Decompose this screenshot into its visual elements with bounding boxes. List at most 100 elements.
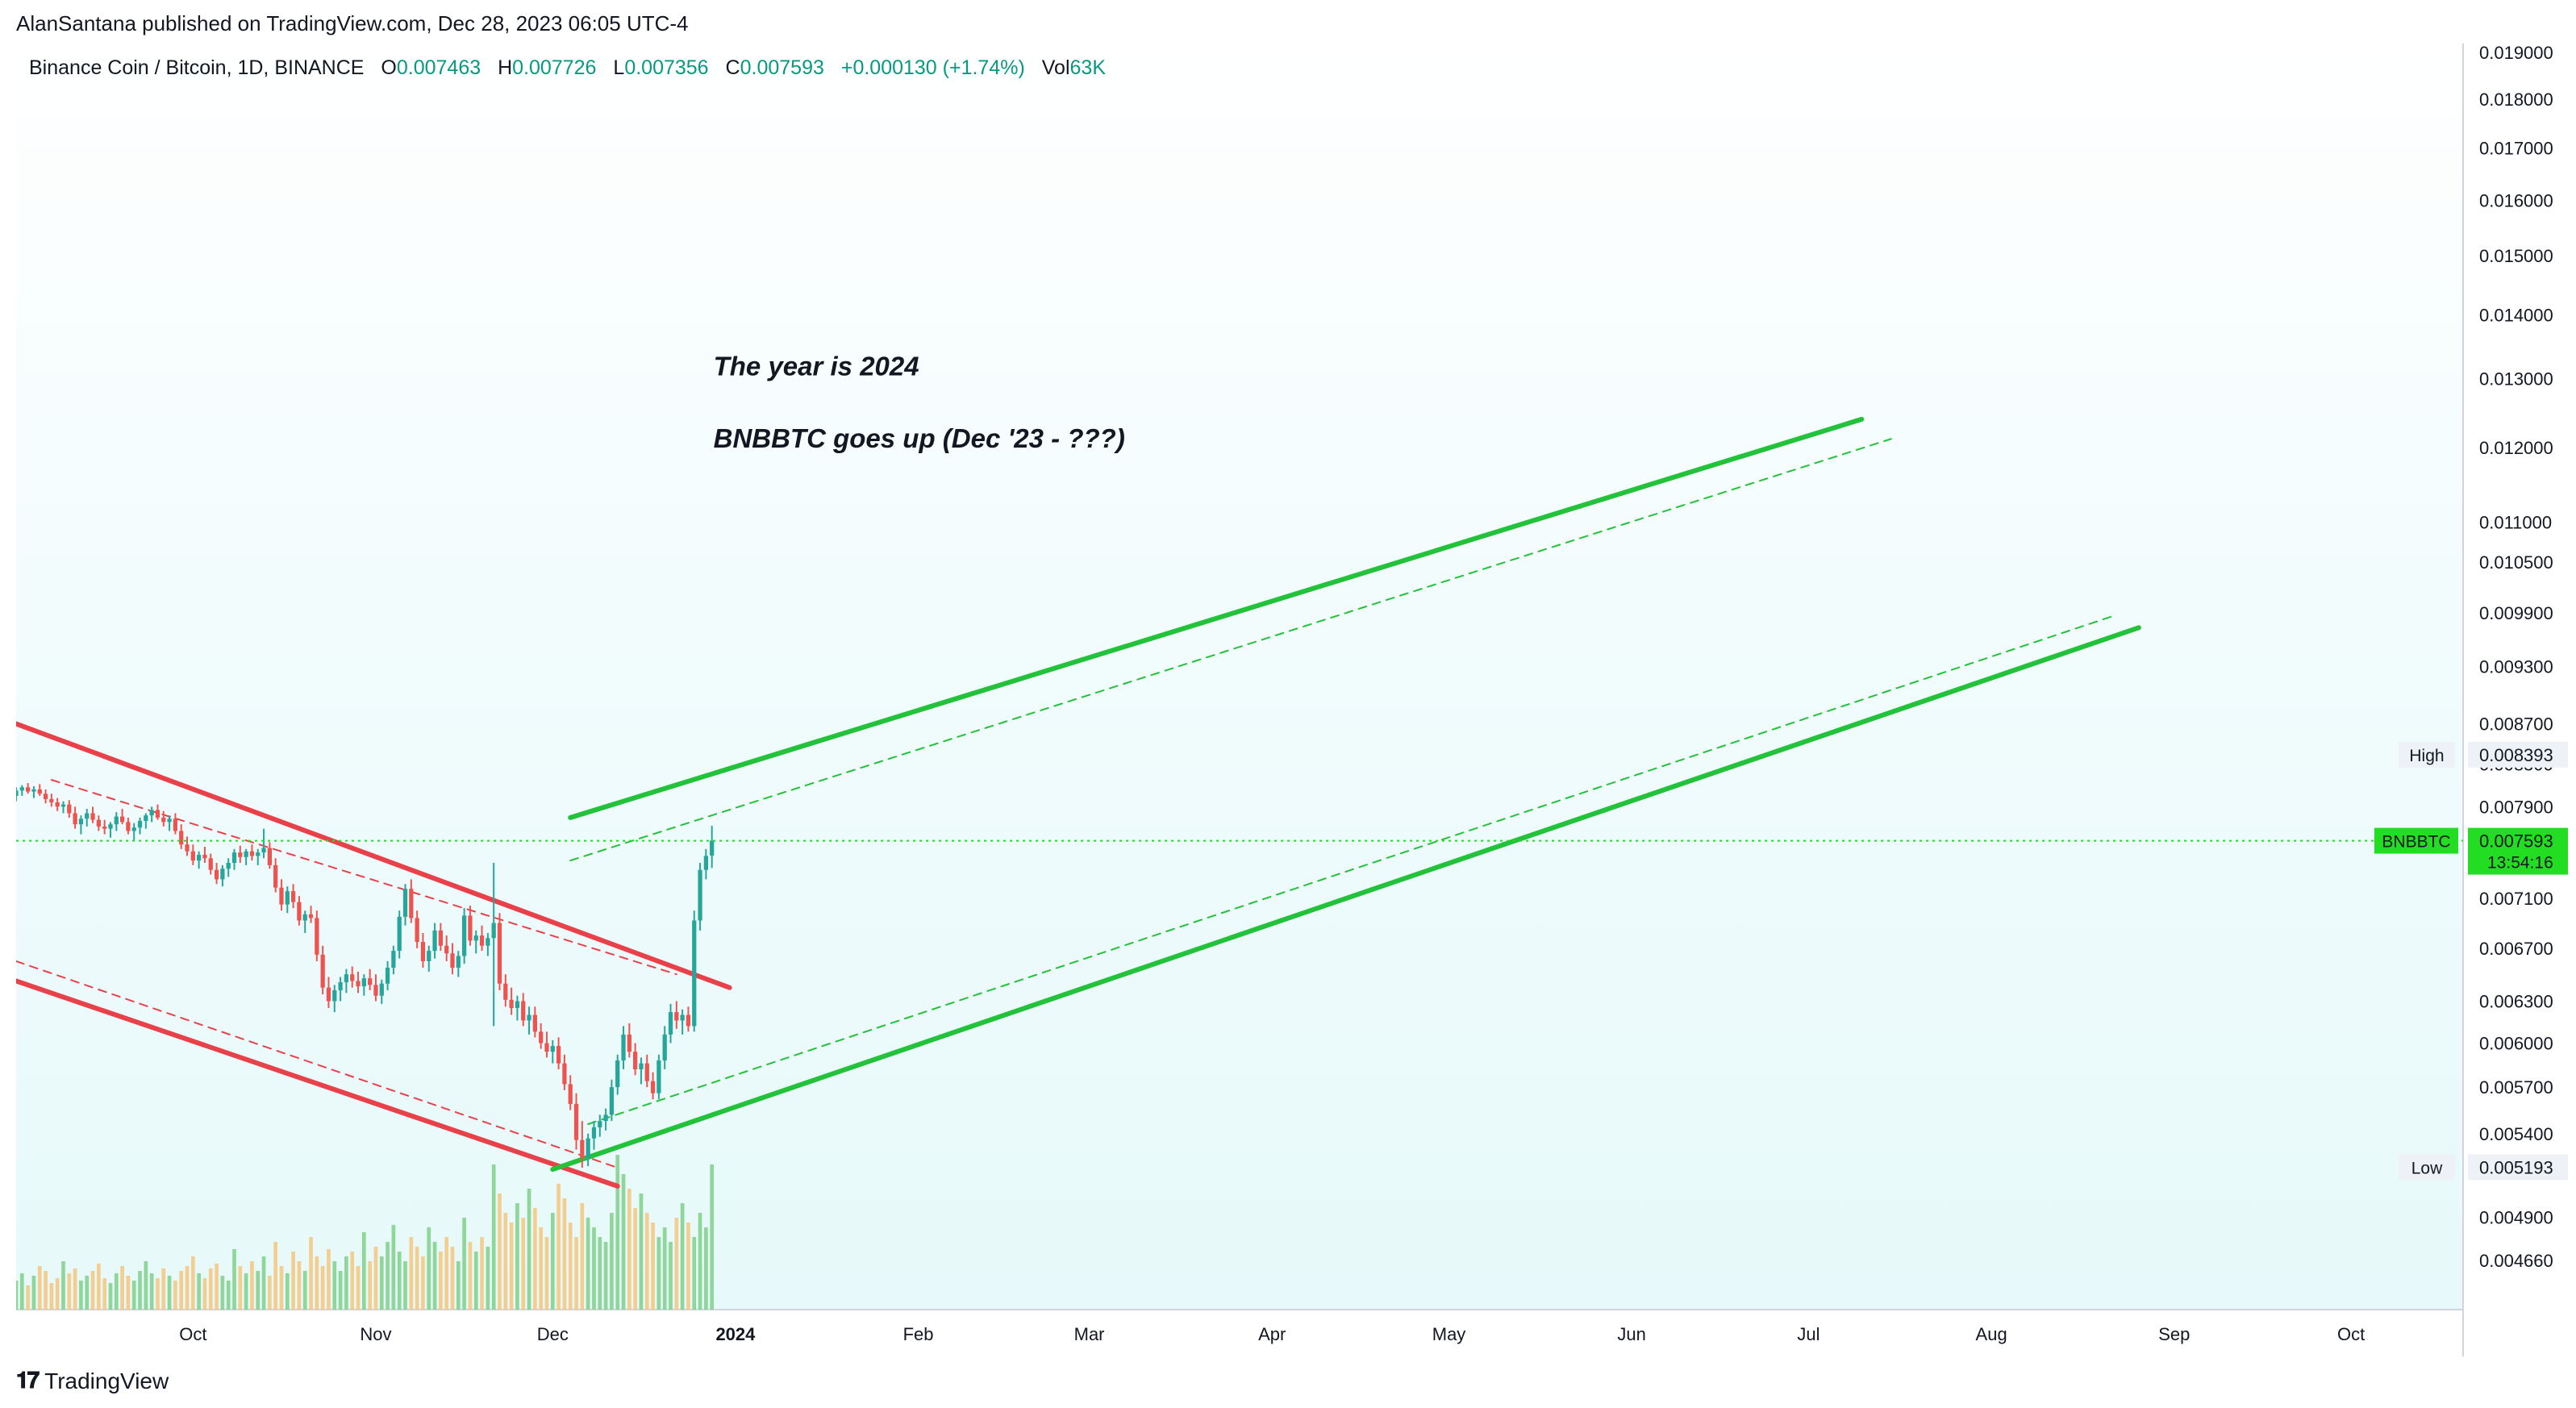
volume-bar	[386, 1242, 390, 1310]
volume-bar	[580, 1203, 585, 1310]
high-badge-value-bg	[2468, 741, 2568, 768]
volume-bar	[379, 1256, 384, 1310]
volume-bar	[302, 1271, 307, 1310]
candle-body	[190, 851, 195, 861]
candle-body	[49, 798, 54, 802]
candle-body	[573, 1103, 579, 1140]
legend-vol: 63K	[1069, 56, 1107, 79]
y-tick-label: 0.012000	[2479, 438, 2553, 458]
candle-body	[43, 794, 48, 799]
volume-bar	[403, 1261, 407, 1310]
candle-body	[680, 1014, 685, 1021]
footer: 𝟏𝟕 TradingView	[16, 1368, 169, 1394]
candle-body	[479, 935, 485, 946]
volume-bar	[710, 1164, 715, 1310]
candle-body	[432, 930, 437, 952]
volume-bar	[215, 1264, 219, 1310]
candle-body	[615, 1060, 620, 1088]
candle-body	[226, 863, 231, 869]
candle-body	[202, 854, 207, 859]
volume-bar	[544, 1237, 549, 1310]
volume-bar	[692, 1237, 697, 1310]
volume-bar	[397, 1252, 402, 1310]
volume-bar	[338, 1271, 343, 1310]
volume-bar	[37, 1266, 42, 1310]
low-badge-label: Low	[2411, 1159, 2443, 1177]
volume-bar	[279, 1266, 284, 1310]
volume-bar	[291, 1252, 295, 1310]
volume-bar	[244, 1273, 248, 1310]
candle-body	[497, 923, 502, 984]
legend-high-label: H	[498, 56, 513, 79]
volume-bar	[156, 1278, 160, 1310]
annotation-line-2: BNBBTC goes up (Dec '23 - ???)	[714, 423, 1125, 453]
y-tick-label: 0.010500	[2479, 552, 2553, 573]
candle-body	[409, 889, 414, 919]
volume-bar	[651, 1223, 655, 1310]
y-tick-label: 0.014000	[2479, 306, 2553, 326]
candle-body	[238, 852, 243, 857]
candle-body	[155, 810, 160, 818]
volume-bar	[49, 1283, 54, 1310]
candle-body	[644, 1063, 649, 1081]
symbol-badge-label: BNBBTC	[2382, 833, 2450, 852]
volume-bar	[16, 1281, 19, 1310]
volume-bar	[698, 1213, 702, 1310]
y-tick-label: 0.006700	[2479, 939, 2553, 959]
volume-bar	[55, 1278, 60, 1310]
volume-bar	[468, 1242, 473, 1310]
volume-bar	[486, 1247, 490, 1310]
volume-bar	[44, 1271, 48, 1310]
volume-bar	[138, 1271, 142, 1310]
green-channel-lower-line	[550, 625, 2141, 1173]
volume-bar	[409, 1237, 414, 1310]
y-tick-label: 0.017000	[2479, 139, 2553, 159]
volume-bar	[592, 1227, 596, 1310]
low-badge-label-bg	[2399, 1154, 2455, 1181]
candle-body	[461, 915, 467, 956]
candle-body	[31, 789, 36, 792]
candle-body	[208, 858, 213, 870]
candle-body	[657, 1060, 661, 1093]
volume-bar	[31, 1276, 36, 1310]
volume-bar	[102, 1278, 107, 1310]
candle-body	[78, 819, 84, 825]
volume-bar	[232, 1249, 236, 1310]
candle-body	[515, 1001, 520, 1008]
volume-bar	[498, 1193, 502, 1310]
chart-frame[interactable]: 0.019000 0.018000 0.017000 0.016000 0.015000…	[16, 44, 2576, 1356]
volume-bar	[421, 1256, 425, 1310]
candle-body	[73, 813, 77, 825]
candle-body	[231, 852, 237, 864]
annotation-line-1: The year is 2024	[714, 351, 919, 381]
candle-body	[273, 864, 278, 888]
volume-bar	[67, 1273, 72, 1310]
volume-bar	[185, 1266, 190, 1310]
candle-body	[379, 983, 384, 996]
volume-bar	[108, 1283, 113, 1310]
candle-body	[267, 848, 272, 865]
candle-body	[102, 826, 107, 829]
volume-bar	[586, 1218, 590, 1310]
volume-bar	[179, 1271, 184, 1310]
volume-bar	[190, 1256, 195, 1310]
volume-bar	[120, 1266, 124, 1310]
volume-bar	[456, 1261, 461, 1310]
candle-body	[562, 1063, 567, 1085]
candle-body	[144, 815, 148, 822]
candle-body	[609, 1087, 615, 1115]
volume-bar	[297, 1261, 302, 1310]
candle-body	[633, 1052, 638, 1069]
legend-change: +0.000130 (+1.74%)	[840, 56, 1025, 79]
x-tick-label: 2024	[715, 1324, 756, 1344]
candle-body	[486, 938, 490, 946]
volume-bar	[250, 1261, 254, 1310]
red-channel-lower-inner-line	[16, 960, 619, 1169]
volume-bar	[550, 1213, 555, 1310]
y-tick-label: 0.007900	[2479, 797, 2553, 817]
volume-bar	[432, 1242, 437, 1310]
volume-bar	[315, 1256, 319, 1310]
price-chart[interactable]: 0.019000 0.018000 0.017000 0.016000 0.015000…	[16, 44, 2576, 1356]
volume-bar	[450, 1247, 455, 1310]
volume-bar	[368, 1261, 372, 1310]
